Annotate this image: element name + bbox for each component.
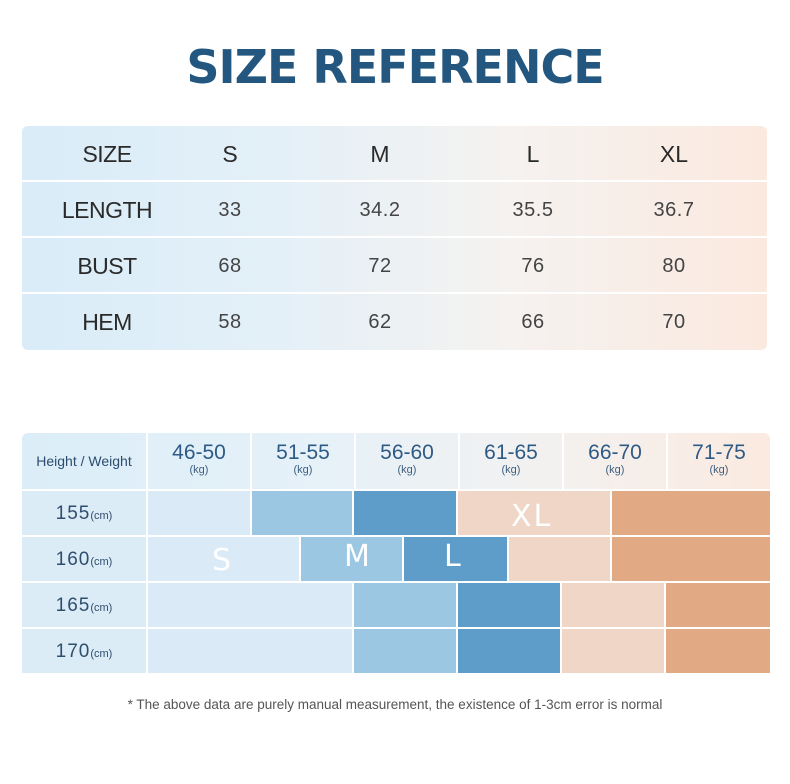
weight-range: 66-70 [588,441,642,464]
table-cell: 34.2 [359,199,401,221]
height-unit: (cm) [90,648,113,660]
weight-range: 71-75 [692,441,746,464]
height-value: 165 [55,595,91,616]
size-cell-xl [509,537,610,581]
size-cell-l [404,537,507,581]
height-unit: (cm) [90,510,113,522]
measurement-note: * The above data are purely manual measu… [127,697,663,712]
size-tag-l: L [444,539,463,574]
size-cell-xl [562,583,664,627]
size-cell-l [458,629,560,673]
weight-unit: (kg) [605,464,625,476]
size-cell-xl [458,491,610,535]
row-label: LENGTH [61,197,153,223]
height-weight-label: Height / Weight [36,453,132,469]
size-header-l: L [526,141,540,167]
size-cell-m [354,629,456,673]
weight-col-header: 61-65 (kg) [458,433,562,489]
height-unit: (cm) [90,602,113,614]
height-label-165: 165(cm) [22,583,146,627]
page-title: SIZE REFERENCE [186,40,604,94]
size-cell-m [252,491,352,535]
size-tag-xl: XL [511,499,553,534]
table-cell: 33 [218,199,242,221]
size-cell-m [354,583,456,627]
height-label-155: 155(cm) [22,491,146,535]
table-cell: 76 [521,255,545,277]
height-label-160: 160(cm) [22,537,146,581]
weight-unit: (kg) [189,464,209,476]
weight-unit: (kg) [501,464,521,476]
size-cell-s [148,491,250,535]
size-cell-s [148,629,352,673]
size-cell-xxl [612,537,770,581]
weight-col-header: 51-55 (kg) [250,433,354,489]
size-header-xl: XL [659,141,689,167]
size-cell-xxl [612,491,770,535]
row-label: BUST [77,253,137,279]
table-cell: 72 [368,255,392,277]
size-cell-s [148,537,299,581]
table-cell: 66 [521,311,545,333]
table-cell: 35.5 [512,199,554,221]
height-value: 160 [55,549,91,570]
weight-col-header: 46-50 (kg) [146,433,250,489]
size-header-row: SIZE S M L XL [22,126,767,182]
height-unit: (cm) [90,556,113,568]
chart-header-row: Height / Weight 46-50 (kg) 51-55 (kg) 56… [22,433,770,489]
weight-range: 61-65 [484,441,538,464]
size-header-label: SIZE [82,141,132,167]
size-cell-s [148,583,352,627]
table-cell: 62 [368,311,392,333]
weight-range: 51-55 [276,441,330,464]
row-label: HEM [82,309,132,335]
size-table: SIZE S M L XL LENGTH 33 34.2 35.5 36.7 B… [22,126,767,350]
size-header-s: S [222,141,238,167]
size-tag-m: M [344,539,372,574]
height-weight-chart: Height / Weight 46-50 (kg) 51-55 (kg) 56… [22,433,770,673]
weight-unit: (kg) [709,464,729,476]
weight-unit: (kg) [293,464,313,476]
weight-range: 46-50 [172,441,226,464]
size-tag-s: S [212,543,234,578]
size-cell-xl [562,629,664,673]
table-cell: 70 [662,311,686,333]
table-cell: 36.7 [653,199,695,221]
weight-unit: (kg) [397,464,417,476]
size-row-hem: HEM 58 62 66 70 [22,294,767,348]
weight-range: 56-60 [380,441,434,464]
height-label-170: 170(cm) [22,629,146,673]
table-cell: 68 [218,255,242,277]
size-cell-l [354,491,456,535]
weight-col-header: 66-70 (kg) [562,433,666,489]
size-header-m: M [370,141,390,167]
size-row-bust: BUST 68 72 76 80 [22,238,767,294]
size-row-length: LENGTH 33 34.2 35.5 36.7 [22,182,767,238]
weight-col-header: 56-60 (kg) [354,433,458,489]
table-cell: 58 [218,311,242,333]
size-cell-xxl [666,629,770,673]
size-cell-xxl [666,583,770,627]
size-cell-l [458,583,560,627]
table-cell: 80 [662,255,686,277]
size-cell-m [301,537,402,581]
height-value: 170 [55,641,91,662]
height-value: 155 [55,503,91,524]
weight-col-header: 71-75 (kg) [666,433,770,489]
